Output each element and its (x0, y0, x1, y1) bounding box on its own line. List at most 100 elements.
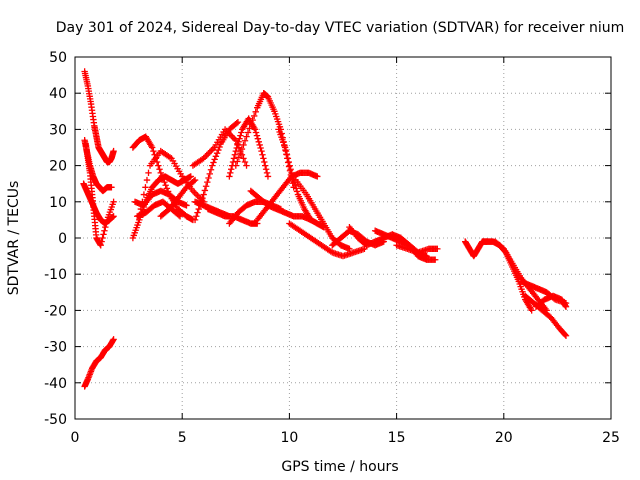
data-point (253, 132, 261, 139)
data-point (162, 182, 169, 189)
data-point (229, 133, 236, 141)
data-point (183, 202, 190, 209)
data-point (97, 242, 104, 249)
data-point (191, 216, 199, 224)
data-point (199, 194, 206, 202)
data-point (260, 155, 267, 162)
data-point (213, 149, 221, 157)
data-point (262, 166, 270, 173)
data-point (431, 256, 439, 263)
data-point (110, 336, 117, 343)
data-point (110, 198, 117, 205)
data-point (211, 156, 218, 163)
y-tick-labels: -50 -40 -30 -20 -10 0 10 20 30 40 50 (44, 50, 67, 428)
data-point (227, 169, 234, 177)
data-point (237, 132, 244, 139)
data-point (240, 155, 247, 162)
data-point (204, 178, 211, 186)
data-point (160, 175, 167, 183)
data-point (282, 147, 290, 155)
series-arc-5 (81, 336, 117, 390)
y-tick-label: 50 (49, 50, 67, 66)
x-tick-label: 5 (178, 430, 187, 446)
data-point (251, 126, 259, 133)
data-point (110, 213, 117, 220)
data-point (561, 331, 569, 338)
data-point (209, 162, 216, 169)
data-point (241, 158, 249, 166)
y-tick-label: -30 (44, 340, 67, 356)
y-tick-label: -40 (44, 376, 67, 392)
series-arc-17 (232, 90, 297, 191)
data-point (285, 158, 292, 166)
data-point (293, 188, 301, 195)
data-point (142, 184, 149, 191)
data-point (143, 176, 151, 184)
series-arc-10 (133, 198, 184, 220)
data-point (235, 138, 242, 146)
data-point (191, 189, 198, 196)
data-point (244, 129, 252, 136)
data-point (286, 162, 293, 169)
data-point (257, 144, 264, 152)
series-arc-1 (81, 68, 117, 166)
data-point (215, 146, 222, 154)
data-point (190, 177, 198, 185)
y-tick-label: 0 (58, 231, 67, 247)
data-point (252, 108, 259, 116)
data-point (158, 172, 166, 180)
axis-ticks (74, 56, 612, 420)
data-point (562, 303, 570, 310)
data-point (240, 141, 247, 149)
data-point (229, 158, 237, 166)
data-point (262, 162, 269, 169)
data-point (256, 141, 263, 149)
data-point (254, 135, 262, 142)
data-point (259, 151, 266, 158)
data-point (283, 151, 291, 158)
series-arc-9 (131, 187, 190, 209)
data-point (175, 212, 183, 219)
data-point (243, 162, 250, 169)
data-point (236, 135, 243, 142)
data-point (161, 178, 168, 186)
data-point (232, 147, 239, 155)
series-arc-34 (532, 292, 570, 310)
data-point (210, 159, 217, 166)
data-point (187, 173, 194, 180)
data-point (264, 173, 272, 180)
data-point (209, 145, 217, 153)
data-point (528, 307, 535, 314)
data-point (243, 133, 250, 140)
y-axis-title: SDTVAR / TECUs (6, 181, 22, 296)
series-arc-18 (226, 115, 272, 180)
data-point (281, 144, 289, 151)
y-tick-label: -50 (44, 412, 67, 428)
data-point (255, 138, 262, 146)
x-tick-labels: 0 5 10 15 20 25 (71, 430, 620, 446)
data-point (252, 129, 260, 136)
data-point (230, 155, 238, 162)
data-point (226, 173, 233, 180)
data-point (228, 166, 235, 173)
data-point (156, 166, 163, 173)
data-point (100, 231, 107, 238)
data-point (110, 147, 117, 155)
series-arc-8 (136, 147, 207, 220)
data-point (234, 118, 242, 126)
data-point (207, 166, 215, 173)
data-point (148, 144, 156, 151)
data-point (434, 245, 441, 253)
data-point (261, 158, 268, 166)
data-point (287, 166, 294, 173)
data-point (284, 155, 292, 162)
data-point (208, 147, 215, 154)
x-axis-title: GPS time / hours (281, 459, 398, 475)
data-point (206, 148, 213, 156)
y-tick-label: 20 (49, 159, 67, 175)
data-point (228, 162, 236, 169)
data-point (205, 174, 212, 182)
data-marks (80, 68, 570, 390)
data-point (258, 147, 265, 155)
